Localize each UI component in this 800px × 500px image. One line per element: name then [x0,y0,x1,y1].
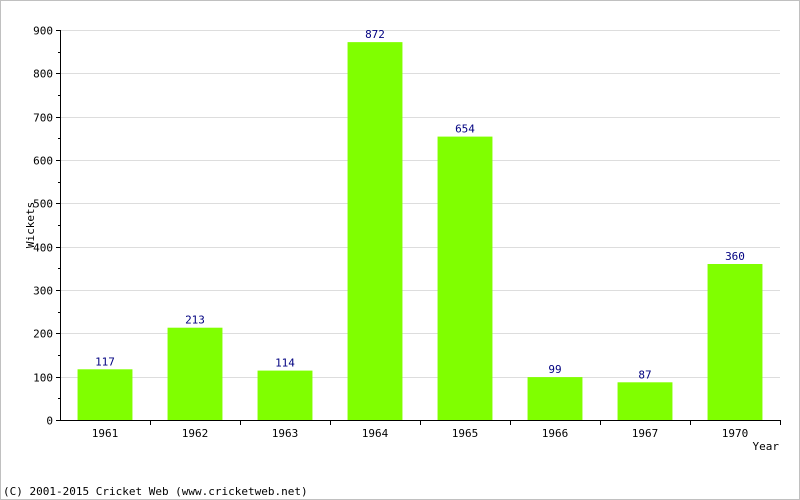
x-tick-label-1962: 1962 [182,427,209,440]
x-tick-label-1970: 1970 [722,427,749,440]
y-tick-label: 200 [33,328,53,341]
data-label-1967: 87 [638,368,651,381]
bar-1963 [257,370,313,420]
x-tick-label-1965: 1965 [452,427,479,440]
y-tick-label: 100 [33,372,53,385]
data-label-1966: 99 [548,363,561,376]
x-tick-label-1966: 1966 [542,427,569,440]
bars [77,42,763,421]
copyright-footer: (C) 2001-2015 Cricket Web (www.cricketwe… [3,485,308,498]
data-labels: 117 213 114 872 654 99 87 360 [95,28,745,381]
y-tick-label: 400 [33,242,53,255]
y-tick-label: 600 [33,155,53,168]
x-axis-ticks: 1961 1962 1963 1964 1965 1966 1967 1970 [92,420,781,440]
y-tick-label: 0 [46,415,53,428]
data-label-1961: 117 [95,355,115,368]
y-axis-title: Wickets [24,202,37,248]
bar-1966 [527,377,583,420]
bar-1961 [77,369,133,420]
x-tick-label-1963: 1963 [272,427,299,440]
data-label-1962: 213 [185,314,205,327]
y-axis-ticks: 0 100 200 300 400 500 600 700 800 900 [33,25,60,428]
y-tick-label: 800 [33,68,53,81]
x-axis-title: Year [753,440,780,453]
bar-1964 [347,42,403,421]
y-tick-label: 300 [33,285,53,298]
bar-1965 [437,136,493,420]
x-tick-label-1961: 1961 [92,427,119,440]
data-label-1963: 114 [275,357,295,370]
y-tick-label: 900 [33,25,53,38]
bar-1967 [617,382,673,420]
y-tick-label: 700 [33,112,53,125]
bar-1962 [167,327,223,420]
data-label-1970: 360 [725,250,745,263]
bar-1970 [707,264,763,420]
data-label-1964: 872 [365,28,385,41]
x-tick-label-1964: 1964 [362,427,389,440]
y-tick-label: 500 [33,198,53,211]
x-tick-label-1967: 1967 [632,427,659,440]
data-label-1965: 654 [455,123,475,136]
